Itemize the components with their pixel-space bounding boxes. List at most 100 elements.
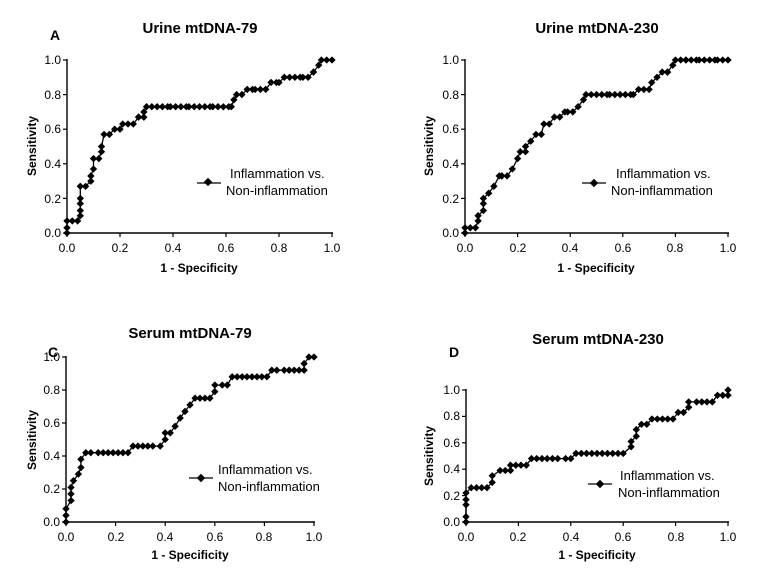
x-axis-title: 1 - Specificity — [557, 261, 635, 275]
roc-point — [611, 90, 619, 99]
roc-point — [300, 359, 308, 368]
roc-point — [87, 172, 95, 180]
roc-point — [140, 108, 148, 116]
roc-point — [300, 366, 308, 374]
y-tick-label: 0.8 — [43, 383, 60, 397]
y-tick-label: 0.0 — [43, 515, 60, 529]
roc-point — [166, 429, 174, 437]
legend-label-line2: Non-inflammation — [218, 479, 320, 494]
roc-point — [577, 449, 585, 458]
roc-point — [268, 366, 276, 374]
roc-point — [671, 56, 680, 64]
roc-point — [73, 217, 82, 225]
panel-label: A — [50, 27, 60, 43]
y-tick-label: 0.6 — [44, 122, 61, 136]
legend-marker — [589, 178, 599, 188]
roc-point — [462, 518, 470, 526]
roc-point — [567, 454, 575, 463]
roc-point — [632, 425, 640, 434]
roc-point — [89, 165, 98, 173]
roc-point — [124, 120, 132, 128]
panel-serum-230: D Serum mtDNA-230 0.0 0.2 0.4 0.6 0.8 1.… — [422, 331, 737, 562]
y-tick-label: 1.0 — [44, 53, 61, 67]
roc-point — [685, 398, 693, 406]
roc-point — [256, 85, 265, 94]
roc-point — [478, 484, 486, 492]
roc-point — [572, 449, 580, 458]
roc-point — [156, 442, 164, 450]
x-tick-label: 1.0 — [720, 241, 737, 255]
y-tick-label: 0.6 — [43, 416, 60, 430]
roc-point — [251, 85, 259, 94]
plot-area — [63, 56, 336, 237]
roc-point — [545, 120, 553, 128]
roc-point — [76, 206, 84, 215]
roc-point — [310, 353, 318, 361]
roc-point — [462, 489, 470, 497]
roc-point — [94, 449, 102, 457]
y-axis-title: Sensitivity — [25, 116, 39, 176]
roc-point — [582, 449, 591, 458]
roc-point — [658, 415, 667, 423]
roc-point — [516, 148, 524, 156]
x-tick-label: 0.6 — [615, 530, 632, 544]
legend-label-line1: Inflammation vs. — [230, 166, 325, 181]
roc-point — [87, 449, 95, 457]
roc-point — [62, 518, 70, 526]
roc-point — [304, 73, 312, 81]
roc-point — [619, 449, 627, 458]
y-axis-title: Sensitivity — [25, 410, 39, 470]
panel-urine-79: A Urine mtDNA-79 0.0 0.2 0.4 0.6 0.8 1.0… — [25, 20, 341, 275]
roc-point — [467, 484, 475, 492]
x-tick-label: 0.8 — [271, 241, 288, 255]
roc-point — [677, 56, 685, 64]
roc-point — [621, 90, 630, 99]
roc-point — [724, 56, 732, 64]
roc-point — [724, 391, 732, 399]
roc-point — [609, 449, 617, 458]
roc-point — [323, 56, 331, 64]
roc-point — [275, 78, 283, 87]
roc-point — [616, 90, 624, 99]
roc-point — [211, 387, 219, 396]
roc-point — [214, 103, 222, 111]
roc-point — [543, 454, 551, 463]
roc-point — [488, 472, 496, 480]
roc-point — [556, 113, 564, 121]
y-tick-label: 0.8 — [443, 409, 460, 423]
x-tick-label: 0.6 — [207, 530, 224, 544]
roc-point — [462, 513, 470, 521]
roc-point — [603, 449, 612, 458]
y-tick-label: 0.0 — [443, 515, 460, 529]
roc-point — [97, 148, 106, 156]
y-tick-label: 0.8 — [442, 88, 459, 102]
roc-point — [243, 85, 251, 94]
roc-point — [488, 478, 496, 487]
roc-point — [593, 449, 601, 458]
roc-point — [512, 461, 520, 469]
roc-point — [206, 394, 214, 402]
roc-point — [62, 511, 70, 520]
roc-point — [263, 373, 271, 381]
legend-label-line2: Non-inflammation — [611, 183, 713, 198]
roc-point — [598, 449, 606, 458]
y-tick-label: 0.6 — [443, 436, 460, 450]
chart-title: Urine mtDNA-79 — [142, 20, 257, 37]
x-tick-label: 0.2 — [108, 530, 125, 544]
roc-point — [587, 90, 595, 99]
roc-point — [290, 366, 298, 374]
legend-label-line2: Non-inflammation — [226, 183, 328, 198]
roc-point — [81, 182, 90, 191]
roc-point — [653, 73, 661, 81]
x-tick-label: 0.4 — [562, 241, 579, 255]
y-tick-label: 0.2 — [442, 192, 459, 206]
roc-point — [67, 483, 75, 492]
legend-marker — [196, 473, 206, 483]
x-tick-label: 0.6 — [615, 241, 632, 255]
roc-point — [190, 103, 198, 111]
roc-point — [185, 103, 193, 111]
x-tick-label: 0.0 — [457, 241, 474, 255]
roc-point — [522, 461, 530, 469]
roc-point — [218, 381, 226, 389]
roc-point — [692, 398, 701, 406]
